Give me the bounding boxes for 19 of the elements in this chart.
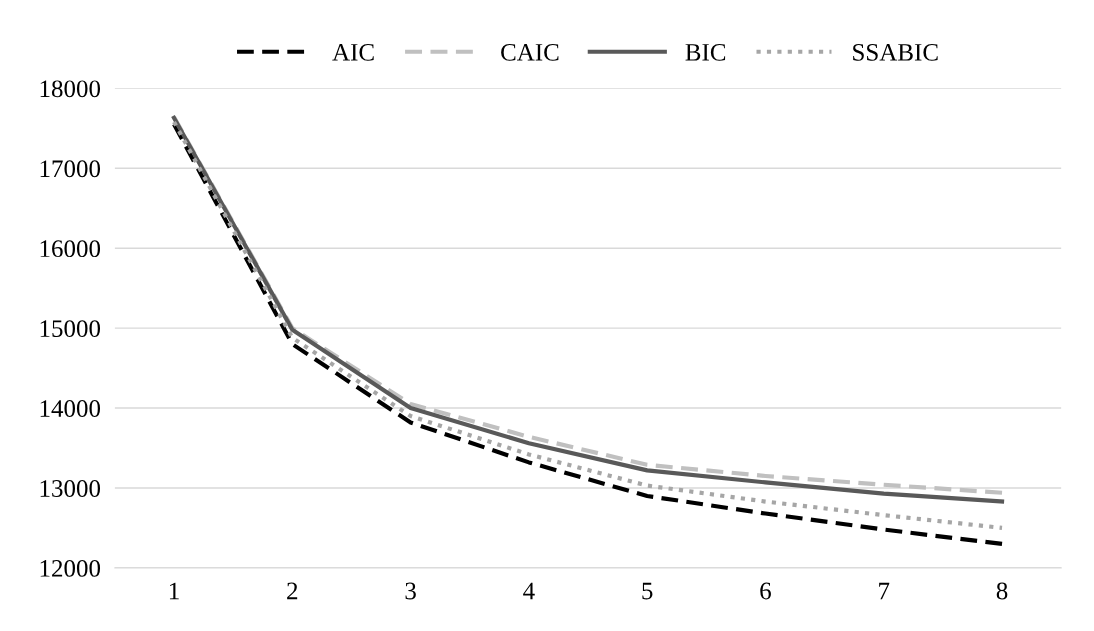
y-tick-label: 15000 [40,320,101,338]
x-tick-label: 3 [405,582,416,600]
x-tick-label: 6 [760,582,771,600]
x-tick-label: 2 [287,582,298,600]
x-tick-label: 5 [642,582,653,600]
legend-label: AIC [332,43,374,61]
x-tick-label: 8 [996,582,1008,600]
legend-label: BIC [685,43,726,61]
y-tick-label: 13000 [40,480,101,497]
y-tick-label: 12000 [40,559,101,577]
legend-label: SSABIC [853,43,938,61]
y-tick-label: 14000 [40,400,101,417]
y-tick-label: 17000 [40,160,101,178]
y-tick-label: 16000 [40,240,101,258]
y-tick-label: 18000 [40,80,101,98]
x-tick-label: 4 [523,582,535,600]
x-tick-label: 1 [169,582,179,600]
legend-label: CAIC [501,43,559,61]
x-tick-label: 7 [879,582,890,600]
